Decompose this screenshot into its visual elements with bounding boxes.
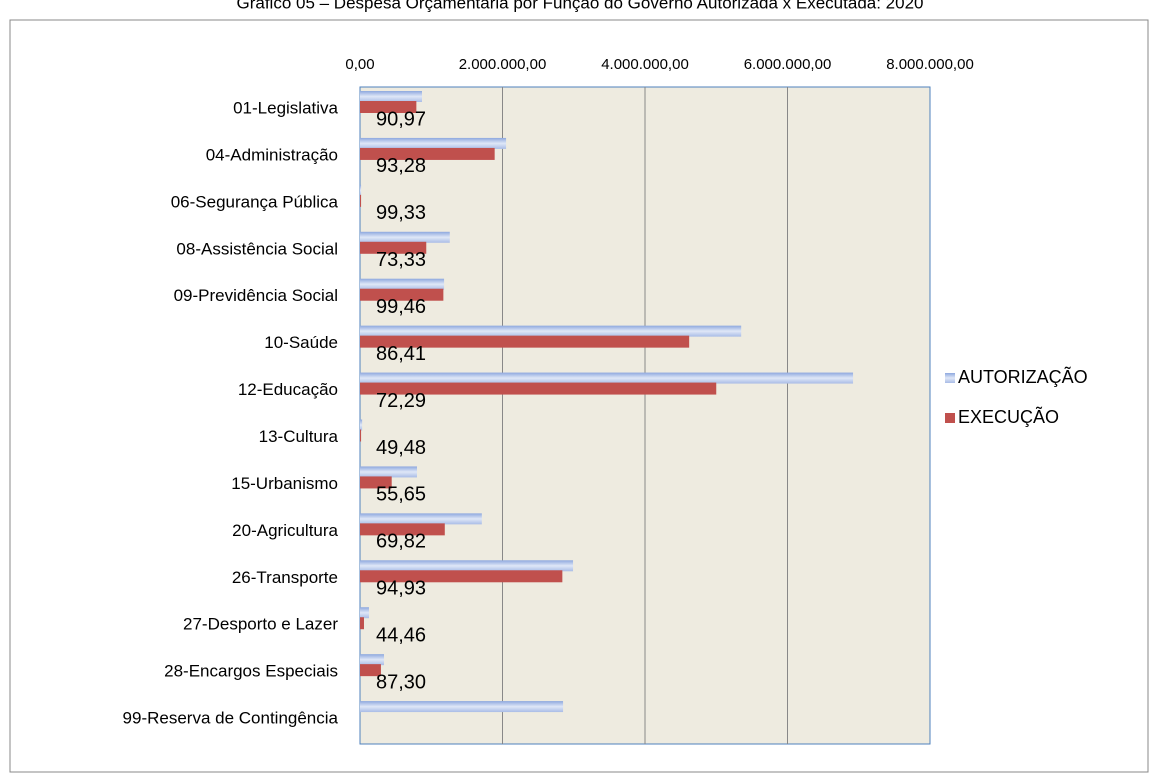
bar bbox=[360, 278, 445, 290]
bar bbox=[360, 231, 450, 243]
bar bbox=[360, 570, 563, 583]
bar bbox=[360, 335, 690, 348]
bar bbox=[360, 91, 422, 102]
y-tick-label: 08-Assistência Social bbox=[176, 239, 338, 258]
bar bbox=[360, 429, 362, 442]
legend-label: EXECUÇÃO bbox=[958, 406, 1059, 427]
data-label: 87,30 bbox=[376, 671, 426, 693]
bar bbox=[360, 184, 362, 196]
x-tick-label: 2.000.000,00 bbox=[459, 56, 547, 73]
y-tick-label: 13-Cultura bbox=[259, 427, 339, 446]
legend-label: AUTORIZAÇÃO bbox=[958, 366, 1088, 387]
bar bbox=[360, 101, 417, 113]
data-label: 72,29 bbox=[376, 390, 426, 412]
data-label: 90,97 bbox=[376, 108, 426, 130]
chart-title: Gráfico 05 – Despesa Orçamentária por Fu… bbox=[236, 0, 923, 12]
bar bbox=[360, 325, 742, 337]
data-label: 94,93 bbox=[376, 578, 426, 600]
y-tick-label: 09-Previdência Social bbox=[174, 286, 338, 305]
bar bbox=[360, 513, 482, 525]
y-tick-label: 26-Transporte bbox=[232, 568, 338, 587]
y-tick-label: 06-Segurança Pública bbox=[171, 192, 339, 211]
x-tick-label: 6.000.000,00 bbox=[744, 56, 832, 73]
data-label: 99,46 bbox=[376, 296, 426, 318]
y-tick-label: 15-Urbanismo bbox=[231, 474, 338, 493]
y-tick-label: 27-Desporto e Lazer bbox=[183, 615, 338, 634]
data-label: 99,33 bbox=[376, 202, 426, 224]
x-tick-label: 8.000.000,00 bbox=[886, 56, 974, 73]
data-label: 49,48 bbox=[376, 437, 426, 459]
data-label: 73,33 bbox=[376, 249, 426, 271]
bar bbox=[360, 137, 507, 149]
bar bbox=[360, 654, 385, 666]
x-tick-label: 0,00 bbox=[345, 56, 374, 73]
bar bbox=[360, 372, 854, 384]
y-tick-label: 12-Educação bbox=[238, 380, 338, 399]
bar bbox=[360, 147, 495, 160]
bar bbox=[360, 288, 444, 301]
bar bbox=[360, 664, 381, 677]
data-label: 69,82 bbox=[376, 531, 426, 553]
bar bbox=[360, 701, 564, 713]
bar bbox=[360, 560, 574, 572]
legend-swatch bbox=[945, 413, 955, 423]
bar bbox=[360, 419, 363, 431]
legend-swatch bbox=[945, 373, 955, 383]
bar bbox=[360, 194, 362, 207]
bar bbox=[360, 617, 364, 630]
y-tick-label: 10-Saúde bbox=[264, 333, 338, 352]
bar bbox=[360, 241, 427, 254]
bar bbox=[360, 523, 445, 536]
data-label: 55,65 bbox=[376, 484, 426, 506]
y-tick-label: 04-Administração bbox=[206, 145, 338, 164]
y-tick-label: 28-Encargos Especiais bbox=[164, 662, 338, 681]
bar bbox=[360, 607, 369, 619]
bar bbox=[360, 476, 392, 489]
bar bbox=[360, 466, 417, 478]
data-label: 93,28 bbox=[376, 155, 426, 177]
data-label: 86,41 bbox=[376, 343, 426, 365]
data-label: 44,46 bbox=[376, 624, 426, 646]
x-tick-label: 4.000.000,00 bbox=[601, 56, 689, 73]
y-tick-label: 20-Agricultura bbox=[232, 521, 338, 540]
y-tick-label: 99-Reserva de Contingência bbox=[123, 709, 339, 728]
y-tick-label: 01-Legislativa bbox=[233, 98, 338, 117]
bar bbox=[360, 382, 717, 395]
